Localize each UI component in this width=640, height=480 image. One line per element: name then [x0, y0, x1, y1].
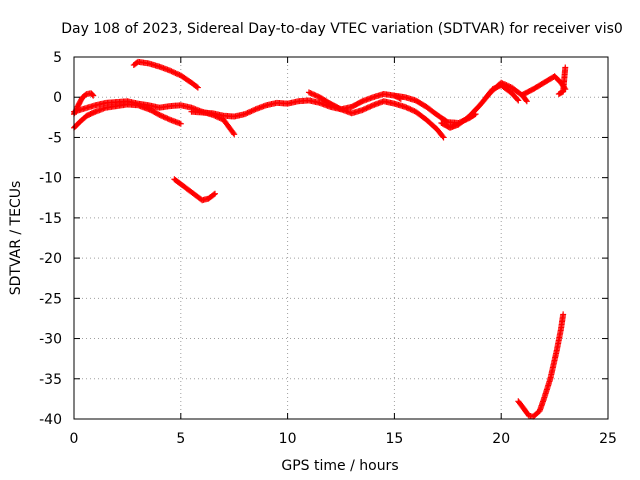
data-point: [522, 97, 529, 104]
x-tick-label: 10: [279, 431, 297, 447]
data-point: [168, 68, 175, 75]
y-tick-label: -10: [39, 171, 62, 187]
data-point: [312, 92, 319, 99]
data-point: [230, 130, 237, 137]
series-arc-7: [305, 89, 447, 141]
data-point: [164, 115, 171, 122]
series-arc-10: [483, 82, 522, 104]
data-point: [360, 106, 367, 113]
data-point: [514, 96, 521, 103]
data-point: [160, 113, 167, 120]
x-tick-label: 0: [70, 431, 79, 447]
data-point: [364, 104, 371, 111]
data-point: [247, 108, 254, 115]
x-axis-title: GPS time / hours: [281, 458, 398, 474]
y-tick-label: 0: [53, 90, 62, 106]
data-point: [311, 91, 318, 98]
data-point: [244, 109, 251, 116]
data-point: [366, 104, 373, 111]
tick-labels: 0 5 10 15 20 25 5 0 -5 -10 -15 -20 -25 -30 -35 -40: [39, 50, 617, 447]
x-tick-label: 20: [492, 431, 510, 447]
data-point: [359, 107, 366, 114]
data-point: [157, 112, 164, 119]
data-point: [368, 102, 375, 109]
x-tick-label: 15: [385, 431, 403, 447]
data-point: [156, 111, 163, 118]
data-point: [410, 107, 417, 114]
data-point: [407, 106, 414, 113]
data-point: [165, 116, 172, 123]
data-point: [515, 97, 522, 104]
data-point: [171, 69, 178, 76]
data-point: [249, 107, 256, 114]
data-point: [243, 110, 250, 117]
data-point: [404, 105, 411, 112]
data-point: [506, 83, 513, 90]
y-tick-label: -30: [39, 332, 62, 348]
x-tick-label: 25: [599, 431, 617, 447]
data-point: [175, 71, 182, 78]
data-point: [562, 64, 569, 71]
data-point: [193, 83, 200, 90]
series-arc-4: [130, 58, 201, 91]
data-point: [402, 103, 409, 110]
data-point: [248, 108, 255, 115]
plot-frame: [73, 56, 609, 420]
data-point: [408, 106, 415, 113]
data-point: [177, 120, 184, 127]
data-point: [367, 103, 374, 110]
series-arc-3: [71, 98, 238, 138]
data-point: [245, 109, 252, 116]
data-point: [172, 70, 179, 77]
series-arc-5: [171, 176, 218, 204]
data-point: [161, 114, 168, 121]
data-point: [307, 89, 314, 96]
data-point: [251, 106, 258, 113]
data-point: [309, 91, 316, 98]
data-point: [305, 89, 312, 96]
data-point: [308, 90, 315, 97]
data-point: [560, 311, 567, 318]
chart-title: Day 108 of 2023, Sidereal Day-to-day VTE…: [61, 21, 623, 37]
y-tick-label: -15: [39, 211, 62, 227]
data-points: [71, 58, 569, 420]
data-point: [231, 131, 238, 138]
data-point: [89, 91, 96, 98]
data-point: [313, 93, 320, 100]
data-point: [169, 68, 176, 75]
data-point: [167, 67, 174, 74]
data-point: [362, 105, 369, 112]
y-tick-label: -5: [48, 130, 62, 146]
data-point: [241, 111, 248, 118]
data-point: [159, 113, 166, 120]
data-point: [439, 133, 446, 140]
data-point: [163, 114, 170, 121]
data-point: [211, 190, 218, 197]
data-point: [210, 191, 217, 198]
data-point: [440, 134, 447, 141]
data-point: [90, 92, 97, 99]
data-point: [523, 98, 530, 105]
y-tick-label: -25: [39, 291, 62, 307]
data-point: [194, 84, 201, 91]
series-arc-12: [555, 64, 569, 98]
series-arc-11: [519, 73, 569, 98]
y-tick-label: 5: [53, 50, 62, 66]
data-point: [403, 104, 410, 111]
grid-lines: [74, 57, 608, 419]
series-arc-13: [515, 311, 567, 420]
data-point: [406, 105, 413, 112]
axis-ticks: [73, 56, 609, 420]
y-tick-label: -20: [39, 251, 62, 267]
data-point: [173, 70, 180, 77]
data-point: [363, 105, 370, 112]
y-axis-title: SDTVAR / TECUs: [8, 181, 24, 296]
x-tick-label: 5: [176, 431, 185, 447]
y-tick-label: -40: [39, 412, 62, 428]
y-tick-label: -35: [39, 372, 62, 388]
